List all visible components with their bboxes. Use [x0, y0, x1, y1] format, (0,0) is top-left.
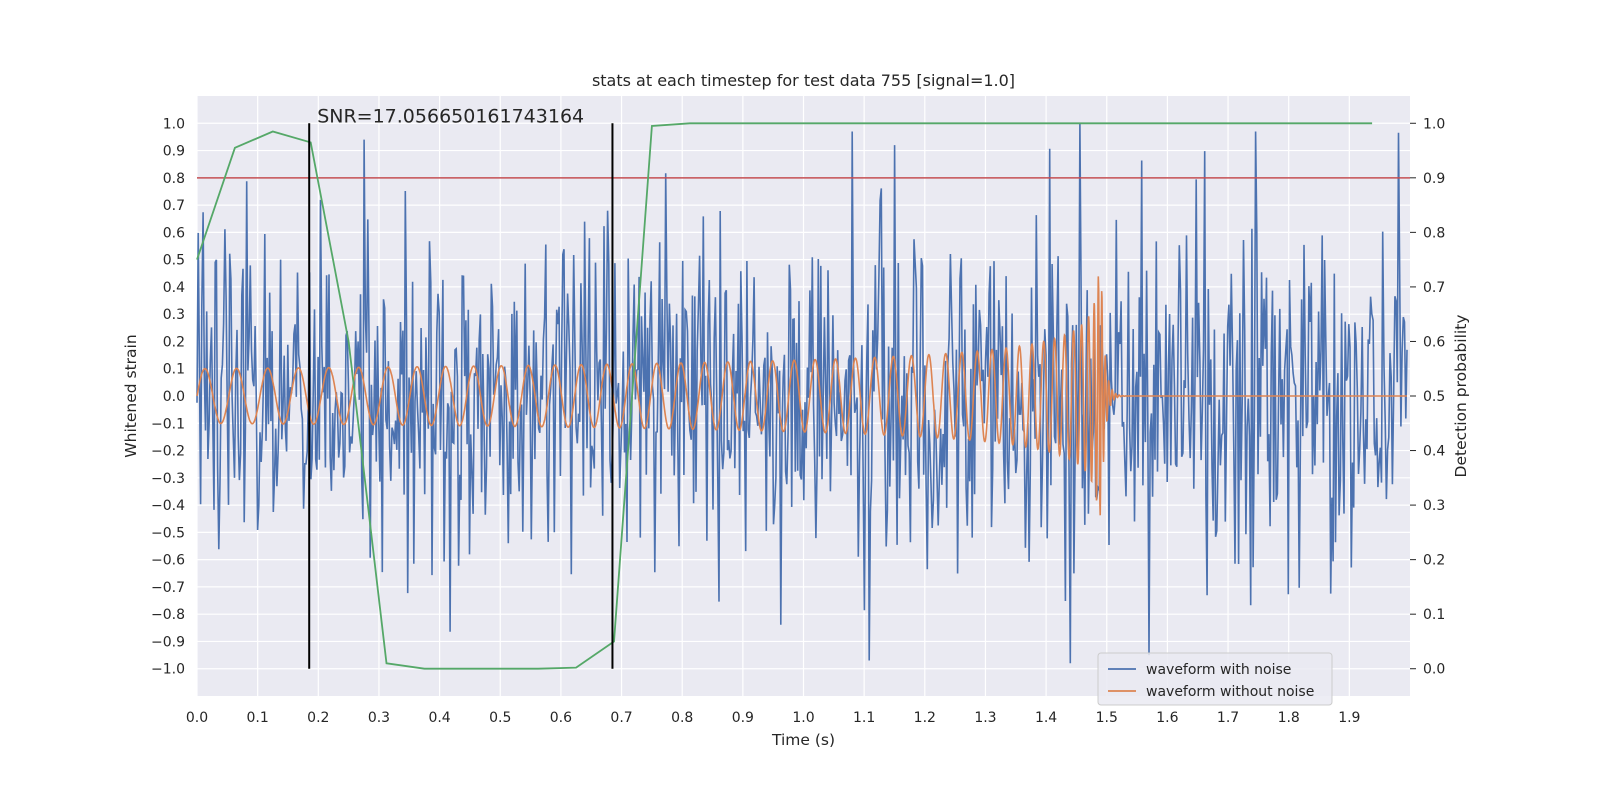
chart-title: stats at each timestep for test data 755… — [592, 71, 1015, 90]
y-tick-label: −0.9 — [151, 634, 185, 650]
y-tick-label: 0.4 — [163, 280, 185, 296]
x-tick-label: 0.1 — [247, 710, 269, 726]
y-tick-label: 0.7 — [163, 198, 185, 214]
x-tick-label: 0.2 — [307, 710, 329, 726]
y-tick-label: 0.2 — [163, 334, 185, 350]
x-tick-label: 1.2 — [914, 710, 936, 726]
x-axis-label: Time (s) — [771, 731, 835, 749]
x-tick-label: 1.3 — [974, 710, 996, 726]
legend: waveform with noise waveform without noi… — [1097, 652, 1333, 706]
y2-tick-label: 0.1 — [1423, 607, 1445, 623]
y2-tick-label: 1.0 — [1423, 116, 1445, 132]
x-tick-label: 0.8 — [671, 710, 693, 726]
y-tick-label: 0.6 — [163, 225, 185, 241]
waveform-with-noise-line — [196, 123, 1408, 664]
y2-tick-label: 0.7 — [1423, 280, 1445, 296]
x-tick-label: 0.6 — [550, 710, 572, 726]
y-tick-label: −0.1 — [151, 416, 185, 432]
x-tick-label: 0.0 — [186, 710, 208, 726]
series-layer — [196, 122, 1410, 670]
y-tick-label: −0.7 — [151, 580, 185, 596]
y-tick-label: 1.0 — [163, 116, 185, 132]
x-tick-label: 1.8 — [1278, 710, 1300, 726]
x-tick-label: 0.7 — [610, 710, 632, 726]
y2-tick-label: 0.6 — [1423, 334, 1445, 350]
y2-tick-label: 0.4 — [1423, 444, 1445, 460]
y-tick-label: −0.4 — [151, 498, 185, 514]
y-axis-label: Whitened strain — [122, 334, 140, 457]
x-tick-label: 0.4 — [428, 710, 450, 726]
y-tick-label: 0.5 — [163, 253, 185, 269]
x-tick-label: 1.6 — [1156, 710, 1178, 726]
x-tick-label: 0.3 — [368, 710, 390, 726]
y-tick-label: −0.2 — [151, 444, 185, 460]
x-tick-label: 0.5 — [489, 710, 511, 726]
axis-ticks: 0.0 0.1 0.2 0.3 0.4 0.5 0.6 0.7 0.8 0.9 1.0 1.1 1.2 1… — [151, 116, 1445, 726]
x-tick-label: 0.9 — [732, 710, 754, 726]
legend-label-noise: waveform with noise — [1146, 662, 1291, 678]
x-tick-label: 1.1 — [853, 710, 875, 726]
y-tick-label: −0.6 — [151, 553, 185, 569]
y2-tick-label: 0.0 — [1423, 662, 1445, 678]
y2-tick-label: 0.3 — [1423, 498, 1445, 514]
snr-annotation: SNR=17.056650161743164 — [317, 105, 584, 127]
y2-axis-label: Detection probability — [1452, 315, 1470, 478]
y-tick-label: −0.5 — [151, 525, 185, 541]
y-tick-label: 0.8 — [163, 171, 185, 187]
x-tick-label: 1.5 — [1096, 710, 1118, 726]
y-tick-label: 0.0 — [163, 389, 185, 405]
y-tick-label: 0.1 — [163, 362, 185, 378]
legend-box — [1097, 652, 1333, 706]
y2-tick-label: 0.2 — [1423, 553, 1445, 569]
waveform-without-noise-line — [196, 276, 1407, 516]
y-tick-label: 0.9 — [163, 144, 185, 160]
legend-label-clean: waveform without noise — [1146, 684, 1314, 700]
x-tick-label: 1.4 — [1035, 710, 1057, 726]
y-tick-label: −1.0 — [151, 662, 185, 678]
y2-tick-label: 0.5 — [1423, 389, 1445, 405]
x-tick-label: 1.7 — [1217, 710, 1239, 726]
y-tick-label: 0.3 — [163, 307, 185, 323]
y2-tick-label: 0.9 — [1423, 171, 1445, 187]
detection-probability-line — [196, 122, 1373, 670]
y-tick-label: −0.8 — [151, 607, 185, 623]
y2-tick-label: 0.8 — [1423, 225, 1445, 241]
x-tick-label: 1.9 — [1338, 710, 1360, 726]
vertical-markers — [308, 123, 614, 669]
x-tick-label: 1.0 — [792, 710, 814, 726]
y-tick-label: −0.3 — [151, 471, 185, 487]
